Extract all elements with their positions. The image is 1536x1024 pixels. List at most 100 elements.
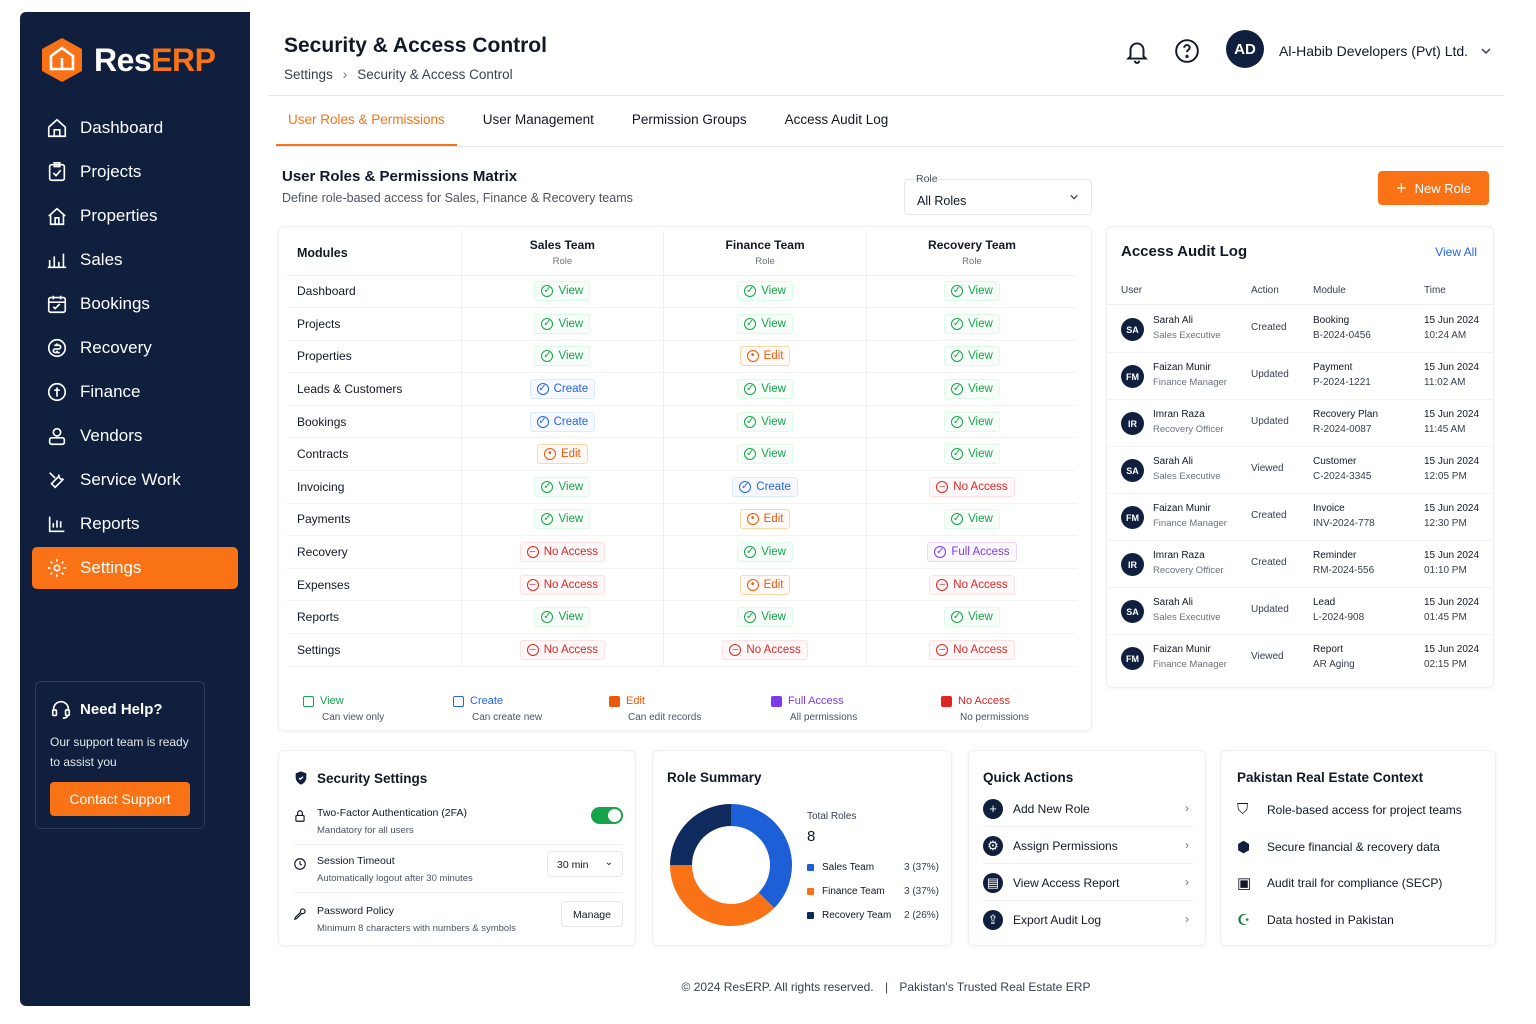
quick-action-assign-permissions[interactable]: ⚙ Assign Permissions ›	[983, 828, 1193, 864]
two-factor-toggle[interactable]	[591, 807, 623, 824]
audit-row[interactable]: IR Imran Raza Recovery Officer Updated Recov…	[1107, 400, 1493, 447]
permission-badge[interactable]: ✓ View	[944, 444, 1000, 465]
security-settings-card: Security Settings Two-Factor Authenticat…	[278, 750, 636, 946]
role-swatch-icon	[807, 911, 814, 919]
sidebar-item-bookings[interactable]: Bookings	[32, 283, 238, 324]
user-avatar[interactable]: AD	[1226, 30, 1264, 68]
tab-access-audit-log[interactable]: Access Audit Log	[784, 112, 889, 127]
quick-action-add-new-role[interactable]: + Add New Role ›	[983, 791, 1193, 827]
tab-permission-groups[interactable]: Permission Groups	[631, 112, 747, 127]
permission-badge[interactable]: ✓ View	[944, 313, 1000, 334]
permission-badge[interactable]: – No Access	[929, 639, 1015, 660]
quick-action-view-access-report[interactable]: ▤ View Access Report ›	[983, 865, 1193, 901]
sidebar-item-sales[interactable]: Sales	[32, 239, 238, 280]
new-role-button[interactable]: + New Role	[1378, 171, 1489, 205]
sidebar-item-finance[interactable]: Finance	[32, 371, 238, 412]
audit-avatar: FM	[1121, 365, 1144, 388]
permission-badge[interactable]: ✓ View	[944, 346, 1000, 367]
tab-user-management[interactable]: User Management	[482, 112, 594, 127]
permission-status-icon: –	[936, 578, 949, 591]
logo[interactable]: ResERP	[40, 36, 216, 84]
permission-badge[interactable]: ✓ View	[737, 313, 793, 334]
permission-badge[interactable]: ✓ Full Access	[927, 542, 1017, 563]
view-all-link[interactable]: View All	[1435, 245, 1477, 259]
permission-badge[interactable]: ✓ View	[534, 509, 591, 530]
audit-action: Viewed	[1251, 651, 1284, 662]
permission-badge[interactable]: • Edit	[739, 346, 791, 367]
permission-badge[interactable]: ✓ View	[534, 607, 591, 628]
sidebar-item-reports[interactable]: Reports	[32, 503, 238, 544]
audit-row[interactable]: FM Faizan Munir Finance Manager Viewed Repor…	[1107, 635, 1493, 682]
role-summary-card: Role Summary Total Roles 8 Sales Team 3 (…	[652, 750, 952, 946]
permission-badge[interactable]: – No Access	[929, 476, 1015, 497]
audit-row[interactable]: IR Imran Raza Recovery Officer Created Remin…	[1107, 541, 1493, 588]
sidebar-item-service-work[interactable]: Service Work	[32, 459, 238, 500]
permission-status-icon: ✓	[744, 317, 757, 330]
matrix-row: Dashboard ✓ View ✓ View ✓ View	[287, 275, 1077, 309]
context-item-label: Role-based access for project teams	[1267, 802, 1462, 817]
permission-cell: – No Access	[865, 568, 1077, 602]
permission-badge[interactable]: ✓ View	[737, 444, 793, 465]
sidebar-item-dashboard[interactable]: Dashboard	[32, 107, 238, 148]
permission-status-icon: ✓	[744, 448, 757, 461]
permission-badge[interactable]: – No Access	[519, 639, 606, 660]
role-filter-select[interactable]: All Roles	[904, 179, 1092, 215]
sidebar-item-settings[interactable]: Settings	[32, 547, 238, 589]
breadcrumb-settings[interactable]: Settings	[284, 67, 333, 82]
permission-badge[interactable]: ✓ View	[737, 607, 793, 628]
audit-row[interactable]: SA Sarah Ali Sales Executive Updated Lead L-2…	[1107, 588, 1493, 635]
brand-name: ResERP	[94, 41, 216, 78]
permission-badge[interactable]: – No Access	[722, 639, 808, 660]
permission-badge[interactable]: • Edit	[739, 509, 791, 530]
permission-badge[interactable]: ✓ View	[944, 379, 1000, 400]
permission-badge[interactable]: – No Access	[519, 542, 606, 563]
permission-badge[interactable]: ✓ View	[944, 607, 1000, 628]
context-item: ⛉ Role-based access for project teams	[1237, 801, 1462, 818]
permission-status-icon: ✓	[536, 383, 549, 396]
permission-badge[interactable]: ✓ View	[534, 281, 591, 302]
tabs-divider	[276, 146, 1504, 147]
company-switcher[interactable]: Al-Habib Developers (Pvt) Ltd.	[1279, 43, 1492, 59]
col-recovery-team: Recovery Team Role	[865, 231, 1077, 276]
manage-password-button[interactable]: Manage	[561, 901, 623, 927]
permission-badge[interactable]: ✓ View	[534, 346, 591, 367]
permission-badge[interactable]: ✓ View	[944, 411, 1000, 432]
permission-badge[interactable]: ✓ Create	[529, 411, 596, 432]
sidebar-item-projects[interactable]: Projects	[32, 151, 238, 192]
col-sales-team: Sales Team Role	[460, 231, 664, 276]
permission-legend: View Can view only Create Can create new Edi…	[303, 695, 1083, 731]
sidebar-item-label: Bookings	[80, 293, 150, 313]
session-timeout-select[interactable]: 30 min ⌄	[547, 851, 623, 877]
quick-action-export-audit-log[interactable]: ⇪ Export Audit Log ›	[983, 902, 1193, 938]
permission-badge[interactable]: ✓ View	[737, 379, 793, 400]
permission-badge[interactable]: ✓ View	[944, 509, 1000, 530]
bell-icon[interactable]	[1124, 38, 1150, 64]
chevron-right-icon: ›	[1185, 838, 1189, 852]
audit-row[interactable]: FM Faizan Munir Finance Manager Created Invo…	[1107, 494, 1493, 541]
permission-badge[interactable]: ✓ View	[534, 476, 591, 497]
sidebar-item-vendors[interactable]: Vendors	[32, 415, 238, 456]
audit-row[interactable]: SA Sarah Ali Sales Executive Viewed Customer…	[1107, 447, 1493, 494]
quick-action-label: Add New Role	[1013, 801, 1090, 816]
contact-support-button[interactable]: Contact Support	[50, 782, 190, 816]
audit-row[interactable]: FM Faizan Munir Finance Manager Updated Paym…	[1107, 353, 1493, 400]
permission-badge[interactable]: – No Access	[519, 574, 606, 595]
permission-badge[interactable]: ✓ View	[944, 281, 1000, 302]
sidebar-item-recovery[interactable]: Recovery	[32, 327, 238, 368]
key-icon	[293, 908, 306, 921]
permission-badge[interactable]: ✓ Create	[732, 476, 798, 497]
permission-badge[interactable]: ✓ View	[737, 281, 793, 302]
sidebar-item-properties[interactable]: Properties	[32, 195, 238, 236]
permission-badge[interactable]: ✓ View	[737, 411, 793, 432]
help-icon[interactable]	[1174, 38, 1200, 64]
permission-badge[interactable]: ✓ Create	[529, 379, 596, 400]
legend-label: No Access	[958, 695, 1010, 707]
permission-badge[interactable]: ✓ View	[737, 542, 793, 563]
permission-badge[interactable]: ✓ View	[534, 313, 591, 334]
audit-row[interactable]: SA Sarah Ali Sales Executive Created Booking…	[1107, 306, 1493, 353]
permission-badge[interactable]: • Edit	[739, 574, 791, 595]
permission-badge[interactable]: – No Access	[929, 574, 1015, 595]
permission-badge[interactable]: • Edit	[536, 444, 588, 465]
audit-avatar: SA	[1121, 318, 1144, 341]
tab-user-roles-permissions[interactable]: User Roles & Permissions	[276, 112, 457, 146]
